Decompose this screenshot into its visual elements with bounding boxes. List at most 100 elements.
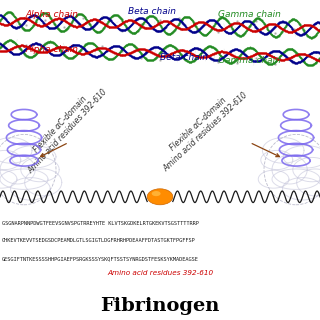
Point — [267, 61, 272, 67]
Point — [141, 16, 146, 21]
Point — [157, 45, 162, 51]
Point — [13, 41, 19, 46]
Point — [313, 33, 318, 38]
Point — [264, 31, 269, 36]
Point — [205, 53, 211, 59]
Point — [302, 60, 308, 65]
Point — [208, 17, 213, 22]
Point — [205, 31, 211, 36]
Point — [14, 17, 19, 22]
Text: Flexible αC-domain
Amino acid residues 392-610: Flexible αC-domain Amino acid residues 3… — [154, 83, 249, 173]
Point — [255, 51, 260, 56]
Point — [33, 13, 38, 18]
Point — [89, 49, 94, 54]
Point — [184, 26, 189, 31]
Point — [270, 26, 275, 31]
Point — [278, 53, 284, 58]
Point — [183, 14, 188, 19]
Point — [115, 25, 120, 30]
Point — [264, 60, 269, 66]
Point — [8, 22, 13, 27]
Point — [9, 11, 14, 16]
Point — [44, 12, 50, 17]
Point — [136, 47, 141, 52]
Point — [73, 42, 78, 47]
Point — [277, 20, 282, 25]
Point — [187, 48, 192, 53]
Point — [169, 18, 174, 23]
Point — [104, 21, 109, 26]
Point — [134, 47, 140, 52]
Point — [16, 24, 21, 29]
Point — [154, 52, 159, 57]
Point — [177, 50, 182, 55]
Point — [54, 53, 59, 58]
Point — [10, 38, 15, 44]
Point — [170, 56, 175, 61]
Point — [41, 11, 46, 16]
Point — [93, 54, 99, 59]
Point — [32, 21, 37, 26]
Point — [211, 51, 216, 56]
Point — [155, 44, 160, 50]
Point — [182, 27, 188, 32]
Point — [40, 23, 45, 28]
Point — [258, 58, 263, 63]
Point — [134, 29, 140, 34]
Point — [264, 31, 269, 36]
Point — [64, 19, 69, 24]
Point — [38, 23, 43, 28]
Point — [188, 17, 194, 22]
Point — [229, 30, 235, 35]
Point — [252, 47, 258, 52]
Point — [22, 28, 28, 33]
Point — [37, 47, 42, 52]
Point — [177, 20, 182, 26]
Point — [297, 32, 302, 37]
Point — [203, 51, 208, 56]
Point — [202, 50, 207, 55]
Point — [0, 13, 4, 18]
Point — [147, 47, 152, 52]
Point — [155, 52, 160, 58]
Point — [119, 28, 124, 33]
Point — [61, 52, 66, 57]
Point — [308, 51, 313, 56]
Point — [96, 46, 101, 51]
Point — [133, 30, 138, 35]
Point — [110, 56, 116, 61]
Point — [195, 28, 200, 34]
Point — [123, 19, 128, 24]
Point — [276, 20, 281, 26]
Point — [19, 22, 24, 28]
Point — [136, 55, 141, 60]
Point — [153, 16, 158, 21]
Point — [84, 27, 89, 32]
Point — [136, 21, 141, 27]
Point — [233, 54, 238, 59]
Point — [26, 54, 31, 59]
Point — [134, 20, 139, 25]
Point — [94, 20, 100, 25]
Point — [31, 20, 36, 25]
Point — [104, 23, 109, 28]
Point — [95, 30, 100, 35]
Point — [143, 50, 148, 55]
Point — [106, 46, 111, 52]
Point — [37, 23, 42, 28]
Point — [67, 46, 72, 51]
Point — [277, 54, 282, 60]
Point — [28, 18, 33, 23]
Point — [150, 50, 155, 55]
Point — [172, 56, 177, 61]
Point — [301, 23, 306, 28]
Point — [120, 52, 125, 57]
Point — [39, 12, 44, 17]
Point — [131, 55, 136, 60]
Point — [84, 51, 89, 56]
Point — [9, 46, 14, 52]
Point — [172, 23, 177, 28]
Point — [286, 29, 291, 34]
Point — [140, 52, 146, 57]
Point — [127, 51, 132, 56]
